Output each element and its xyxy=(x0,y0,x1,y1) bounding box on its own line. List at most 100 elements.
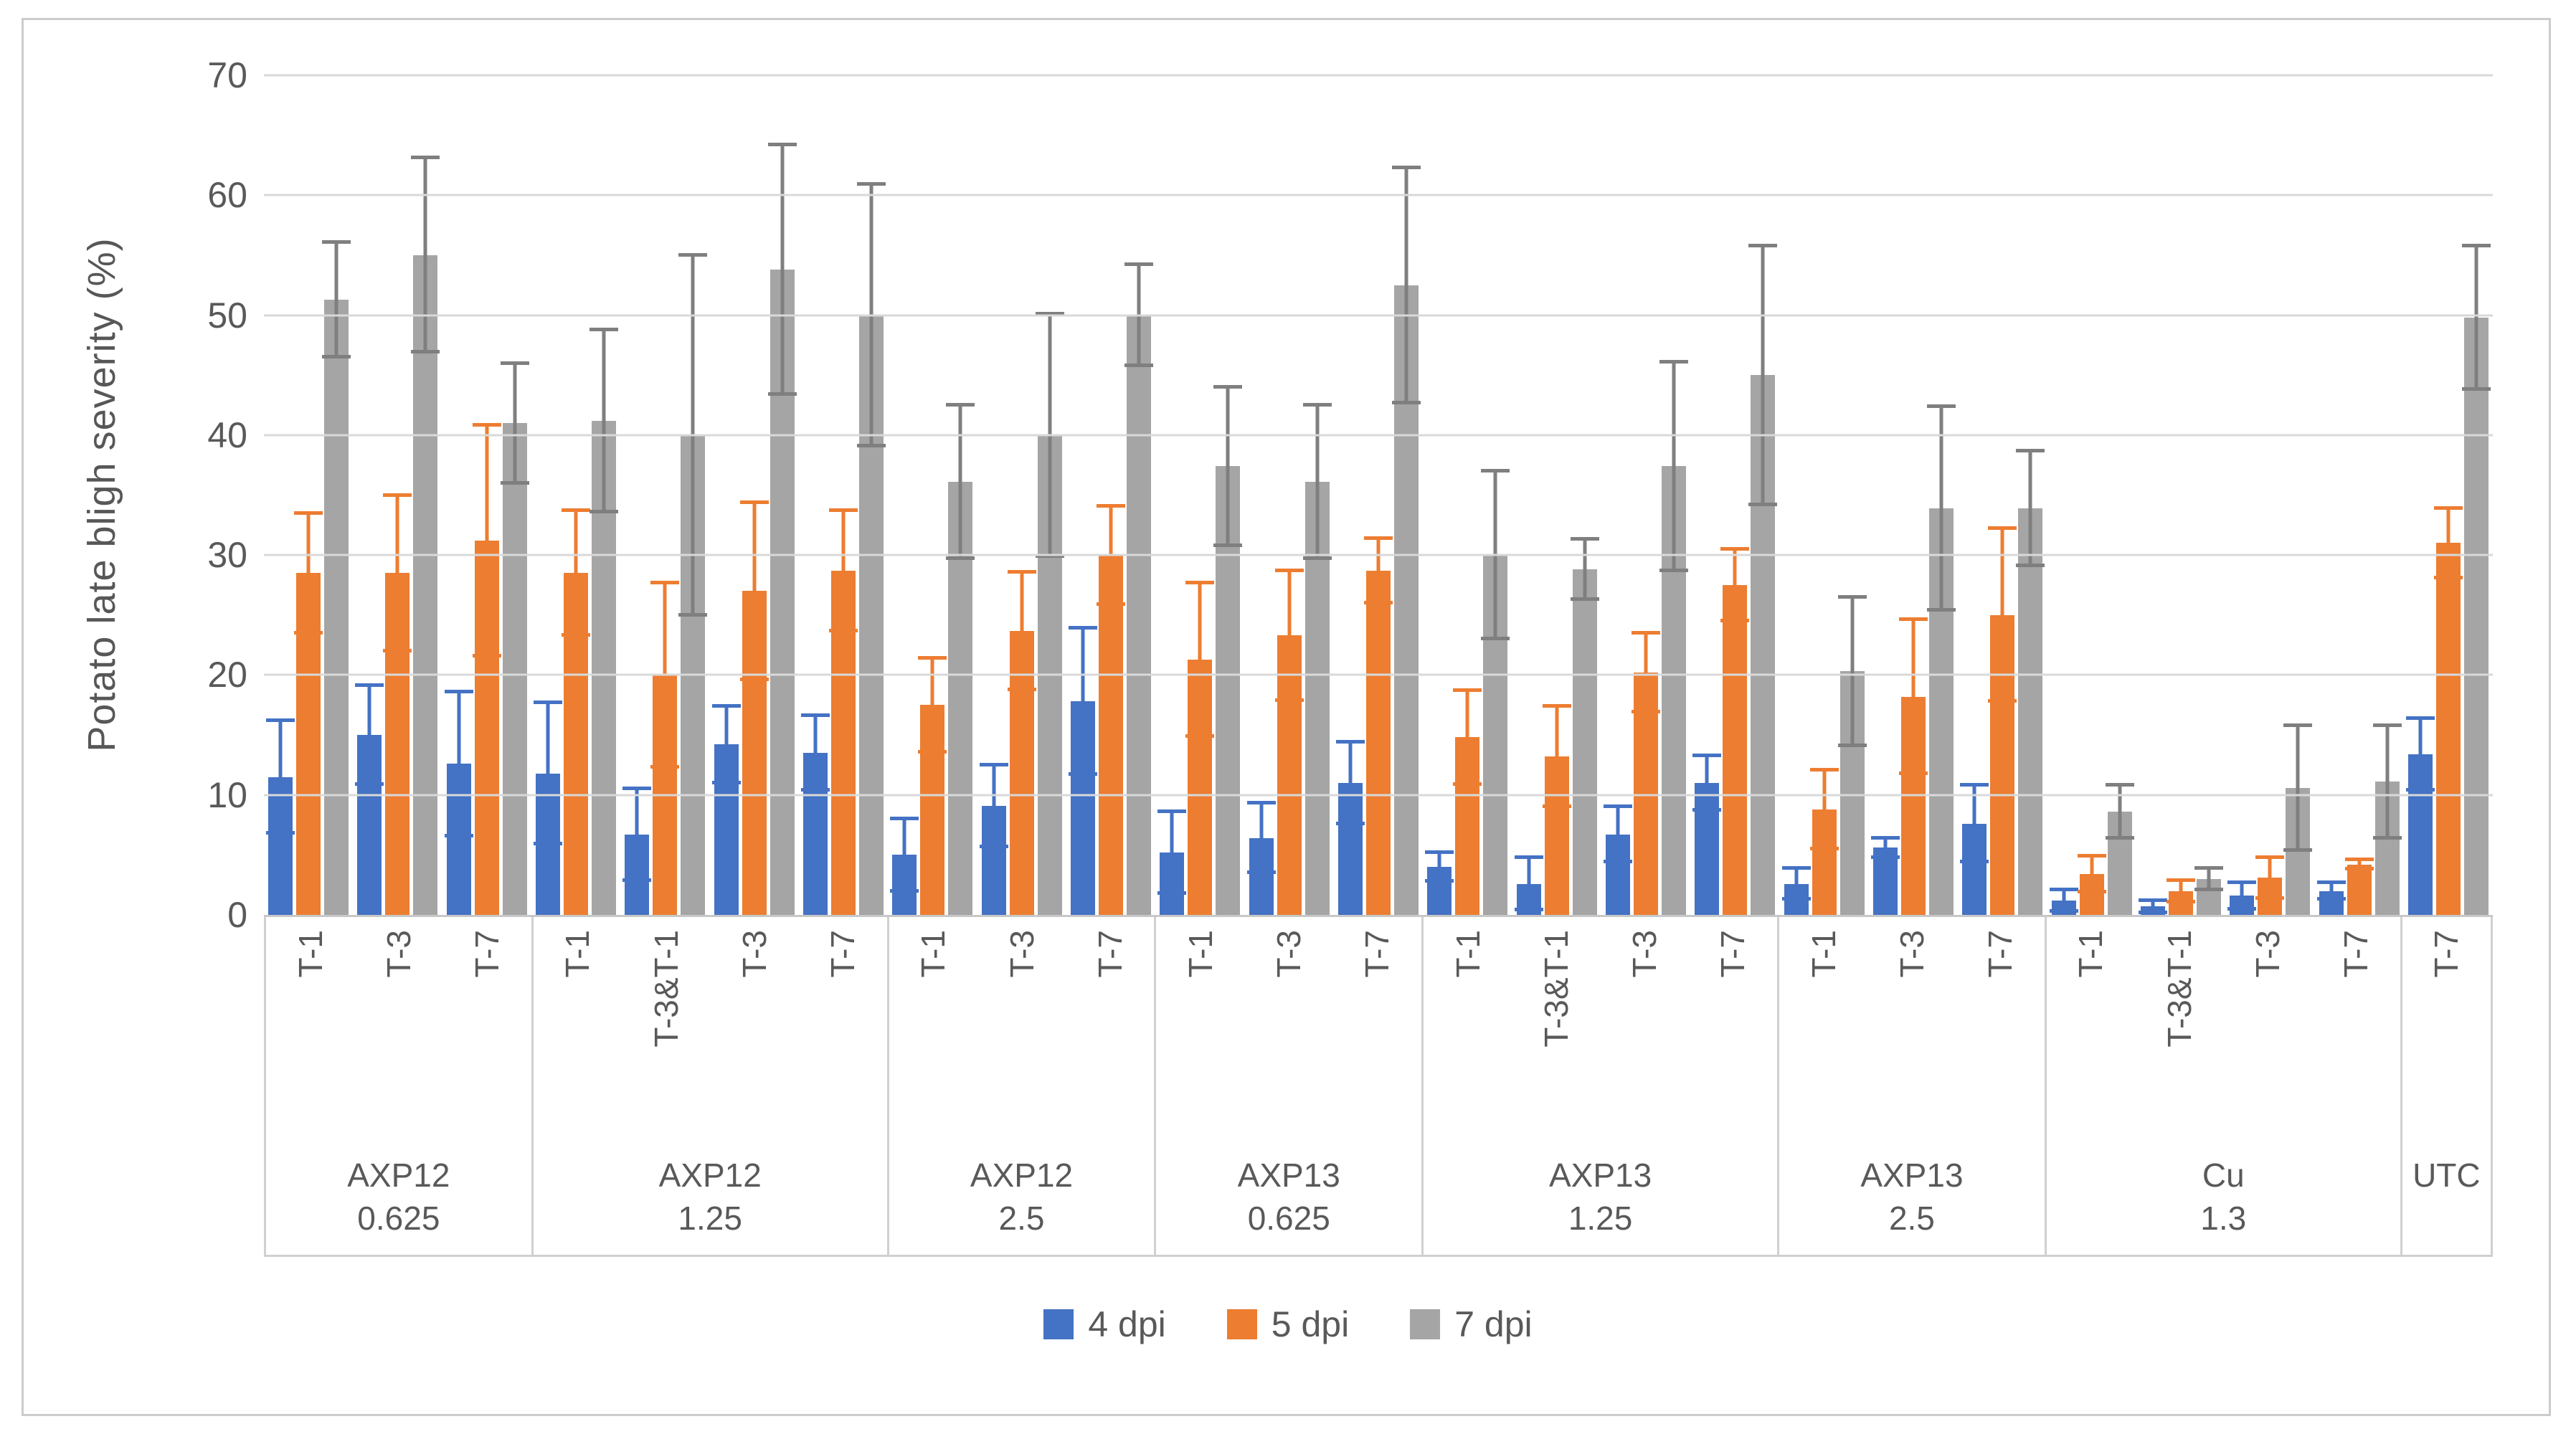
error-bar-bottom-cap xyxy=(1514,908,1543,912)
bar-rect xyxy=(1365,570,1391,915)
error-bar-stem xyxy=(2151,900,2155,913)
bar-5 dpi-AXP13-T-1 xyxy=(1453,75,1482,915)
timing-label-cell: T-3 xyxy=(710,917,798,1146)
error-bar-bottom-cap xyxy=(2227,906,2257,911)
bar-5 dpi-Cu-T-3&T-1 xyxy=(2166,75,2195,915)
error-bar-top-cap xyxy=(711,703,741,708)
error-bar-stem xyxy=(841,511,846,631)
error-bar-top-cap xyxy=(294,511,323,515)
legend-swatch-7dpi-icon xyxy=(1410,1309,1441,1339)
bar-7 dpi-AXP13-T-7 xyxy=(2016,75,2045,915)
error-bar-stem xyxy=(1315,405,1320,559)
error-bar-stem xyxy=(902,819,906,891)
cluster-T-1 xyxy=(1155,75,1244,915)
bar-group-AXP13-2.5 xyxy=(1779,75,2047,915)
bar-5 dpi-AXP12-T-1 xyxy=(294,75,323,915)
timing-labels-row: T-1 T-3 T-7 xyxy=(266,917,531,1146)
error-bar-bottom-cap xyxy=(472,653,501,657)
timing-label-cell: T-1 xyxy=(2047,917,2135,1146)
bar-5 dpi-AXP12-T-3&T-1 xyxy=(650,75,680,915)
bar-7 dpi-AXP12-T-3&T-1 xyxy=(678,75,708,915)
treatment-label: AXP12 0.625 xyxy=(266,1146,531,1255)
timing-label-cell: T-1 xyxy=(266,917,354,1146)
error-bar-bottom-cap xyxy=(1809,847,1839,850)
error-bar-bottom-cap xyxy=(383,648,412,652)
error-bar-top-cap xyxy=(1274,568,1304,572)
error-bar-bottom-cap xyxy=(322,355,351,359)
treatment-label: Cu 1.3 xyxy=(2047,1146,2400,1255)
treatment-label: AXP13 1.25 xyxy=(1424,1146,1777,1255)
bar-4 dpi-AXP12-T-3 xyxy=(979,75,1008,915)
error-bar-top-cap xyxy=(1898,617,1928,622)
cluster-T-1 xyxy=(1423,75,1512,915)
bar-5 dpi-AXP12-T-3 xyxy=(1007,75,1036,915)
bar-7 dpi-AXP12-T-3 xyxy=(411,75,440,915)
error-bar-top-cap xyxy=(890,817,919,821)
bar-5 dpi-AXP12-T-1 xyxy=(562,75,591,915)
bar-5 dpi-AXP13-T-1 xyxy=(1185,75,1215,915)
timing-labels-row: T-1 T-3 T-7 xyxy=(1779,917,2045,1146)
error-bar-bottom-cap xyxy=(739,678,769,682)
error-bar-stem xyxy=(278,721,283,834)
bar-rect xyxy=(1572,569,1597,915)
y-tick-label-50: 50 xyxy=(207,295,247,336)
bar-group-AXP12-1.25 xyxy=(531,75,888,915)
error-bar-top-cap xyxy=(1157,809,1187,814)
error-bar-stem xyxy=(1822,769,1827,849)
error-bar-bottom-cap xyxy=(1570,597,1599,602)
error-bar-bottom-cap xyxy=(1274,698,1304,702)
treatment-name: AXP12 xyxy=(658,1157,762,1194)
error-bar-top-cap xyxy=(562,508,591,513)
error-bar-bottom-cap xyxy=(979,844,1008,848)
error-bar-stem xyxy=(1226,386,1230,546)
axis-group-box-AXP13-2.5: T-1 T-3 T-7 AXP13 2.5 xyxy=(1777,917,2045,1255)
cluster-T-7 xyxy=(799,75,888,915)
error-bar-bottom-cap xyxy=(1692,808,1722,812)
cluster-T-7 xyxy=(2404,75,2493,915)
treatment-concentration: 1.25 xyxy=(678,1200,742,1237)
error-bar-top-cap xyxy=(589,327,619,331)
timing-label: T-7 xyxy=(2337,930,2375,978)
error-bar-stem xyxy=(992,764,996,847)
bar-7 dpi-AXP13-T-1 xyxy=(1837,75,1867,915)
timing-label-cell: T-3 xyxy=(1601,917,1689,1146)
bar-4 dpi-AXP12-T-1 xyxy=(890,75,919,915)
legend-item-5dpi: 5 dpi xyxy=(1226,1304,1350,1345)
bar-7 dpi-Cu-T-7 xyxy=(2372,75,2402,915)
timing-label-cell: T-7 xyxy=(2311,917,2400,1146)
bar-5 dpi-AXP13-T-3&T-1 xyxy=(1542,75,1571,915)
error-bar-stem xyxy=(2268,857,2272,898)
error-bar-stem xyxy=(1972,785,1976,863)
error-bar-top-cap xyxy=(1570,537,1599,541)
timing-label-cell: T-7 xyxy=(2402,917,2491,1146)
error-bar-stem xyxy=(724,706,729,783)
axis-group-box-UTC: T-7 UTC xyxy=(2400,917,2493,1255)
bar-rect xyxy=(1723,584,1748,915)
bar-7 dpi-AXP12-T-7 xyxy=(857,75,886,915)
treatment-name: AXP12 xyxy=(970,1157,1074,1194)
category-axis: T-1 T-3 T-7 AXP12 0.625 T-1 T-3&T-1 T-3 T-7 AXP12… xyxy=(264,917,2493,1257)
cluster-T-1 xyxy=(1779,75,1868,915)
treatment-label: AXP13 0.625 xyxy=(1156,1146,1421,1255)
error-bar-stem xyxy=(423,158,427,353)
error-bar-bottom-cap xyxy=(444,833,473,837)
timing-label: T-3 xyxy=(735,930,773,978)
legend-label-5dpi: 5 dpi xyxy=(1271,1304,1350,1344)
error-bar-top-cap xyxy=(1069,626,1098,630)
error-bar-top-cap xyxy=(622,787,652,791)
error-bar-top-cap xyxy=(2194,865,2223,870)
error-bar-bottom-cap xyxy=(589,509,619,513)
bar-7 dpi-AXP13-T-1 xyxy=(1481,75,1510,915)
error-bar-bottom-cap xyxy=(2166,899,2195,903)
error-bar-stem xyxy=(1020,571,1024,690)
error-bar-top-cap xyxy=(739,500,769,504)
error-bar-top-cap xyxy=(2405,716,2435,720)
error-bar-top-cap xyxy=(1748,243,1778,247)
error-bar-bottom-cap xyxy=(1124,363,1154,367)
treatment-name: AXP13 xyxy=(1860,1157,1964,1194)
bar-5 dpi-AXP12-T-7 xyxy=(472,75,501,915)
timing-label: T-7 xyxy=(2428,930,2466,978)
axis-group-box-Cu-1.3: T-1 T-3&T-1 T-3 T-7 Cu 1.3 xyxy=(2044,917,2400,1255)
bar-rect xyxy=(2463,317,2489,915)
bar-5 dpi-AXP13-T-7 xyxy=(1720,75,1750,915)
